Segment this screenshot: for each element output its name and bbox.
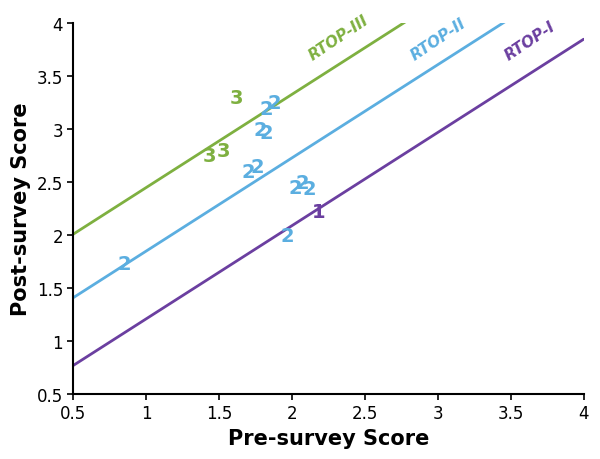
Text: RTOP-II: RTOP-II (407, 16, 469, 63)
Text: 2: 2 (259, 123, 272, 143)
Text: 2: 2 (281, 226, 295, 245)
Text: 2: 2 (303, 179, 316, 199)
Text: 2: 2 (118, 255, 131, 274)
Text: 1: 1 (311, 203, 325, 222)
Text: 2: 2 (259, 99, 272, 118)
Text: 3: 3 (217, 141, 230, 161)
X-axis label: Pre-survey Score: Pre-survey Score (228, 428, 429, 448)
Text: 2: 2 (242, 162, 255, 182)
Text: 2: 2 (288, 179, 302, 197)
Text: RTOP-III: RTOP-III (305, 13, 371, 63)
Text: 2: 2 (268, 94, 281, 113)
Text: 2: 2 (253, 120, 267, 140)
Text: 2: 2 (250, 157, 264, 176)
Text: 3: 3 (202, 147, 216, 166)
Text: 2: 2 (295, 174, 309, 192)
Text: 3: 3 (230, 89, 244, 108)
Y-axis label: Post-survey Score: Post-survey Score (11, 103, 31, 316)
Text: RTOP-I: RTOP-I (502, 19, 559, 63)
